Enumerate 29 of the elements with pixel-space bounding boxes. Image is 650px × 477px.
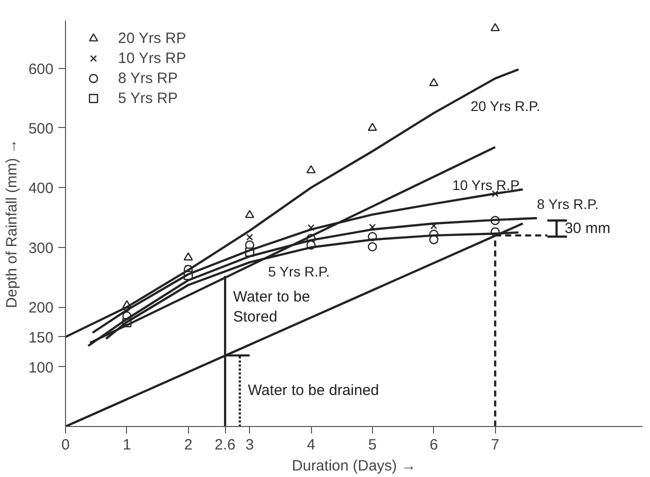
- x-tick-label: 4: [306, 436, 316, 454]
- y-tick-label: 150: [28, 329, 54, 346]
- x-tick-label: 7: [491, 436, 500, 454]
- annotation: Water to be Stored: [233, 288, 310, 326]
- annotation: 10 Yrs R.P.: [452, 177, 522, 194]
- annotation: 5 Yrs R.P.: [268, 264, 330, 280]
- annotation: 8 Yrs R.P.: [536, 196, 599, 212]
- y-tick-label: 100: [28, 359, 54, 376]
- x-tick-label: 6: [430, 436, 438, 454]
- y-tick-label: 500: [28, 120, 54, 138]
- x-tick-label: 3: [245, 436, 254, 454]
- y-tick-label: 200: [28, 300, 54, 317]
- annotation: 20 Yrs R.P.: [470, 98, 540, 114]
- x-tick-label: 1: [122, 436, 132, 454]
- x-tick-label: 2: [184, 436, 192, 454]
- y-axis-title: Depth of Rainfall (mm) →: [3, 138, 20, 308]
- annotation: Water to be drained: [248, 382, 380, 400]
- annotation: 30 mm: [564, 220, 610, 237]
- x-tick-label: 2.6: [214, 436, 236, 454]
- legend-label: 10 Yrs RP: [118, 50, 186, 66]
- legend-label: 8 Yrs RP: [118, 70, 178, 86]
- legend-label: 20 Yrs RP: [118, 30, 186, 46]
- y-tick-label: 600: [28, 60, 54, 78]
- y-tick-label: 400: [28, 180, 54, 198]
- legend-label: 5 Yrs RP: [118, 90, 178, 106]
- x-tick-label: 0: [61, 436, 70, 454]
- x-axis-title: Duration (Days) →: [292, 458, 416, 474]
- x-tick-label: 5: [368, 436, 377, 454]
- y-tick-label: 300: [28, 240, 54, 257]
